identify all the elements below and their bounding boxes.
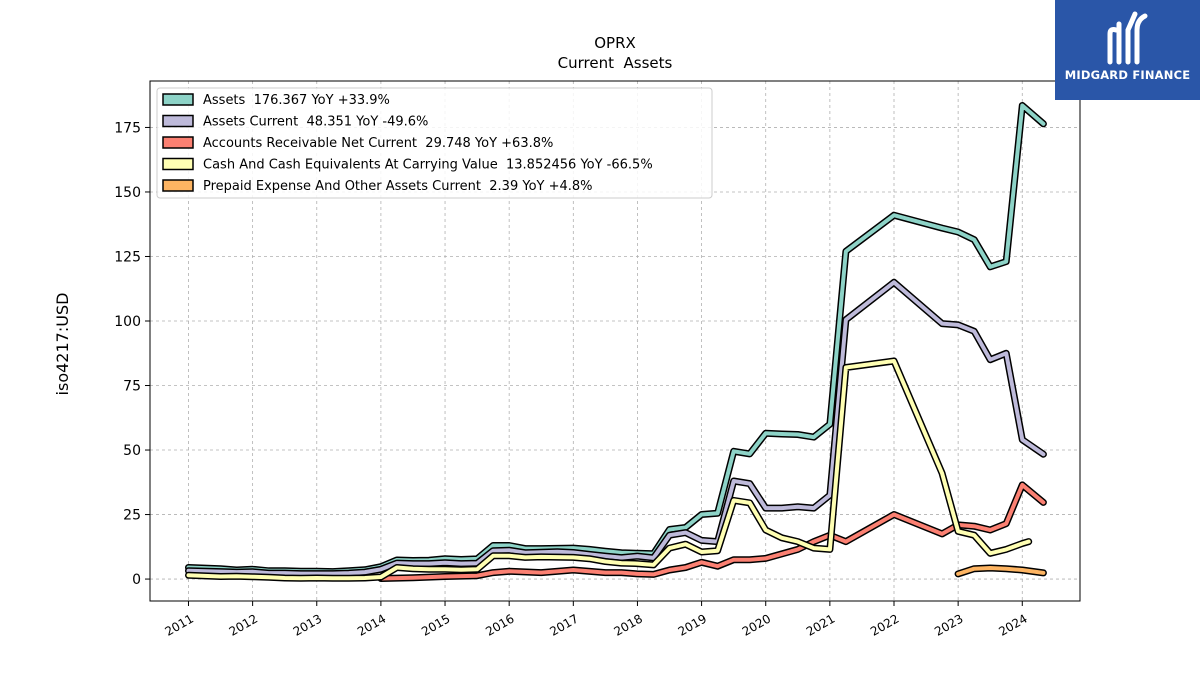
x-tick-label: 2024 xyxy=(996,611,1029,638)
y-tick-label: 175 xyxy=(114,120,141,136)
chart-subtitle: Current Assets xyxy=(558,54,673,72)
legend-swatch-5 xyxy=(162,179,194,192)
legend-swatch-2 xyxy=(162,114,194,128)
legend-box xyxy=(156,87,713,199)
y-tick-label: 150 xyxy=(114,185,141,201)
x-tick-label: 2018 xyxy=(611,611,644,638)
x-tick-label: 2013 xyxy=(291,611,324,638)
y-tick-label: 125 xyxy=(114,249,141,265)
y-axis-label: iso4217:USD xyxy=(53,293,72,396)
midgard-finance-logo: MIDGARD FINANCE xyxy=(1055,0,1200,100)
chart-title: OPRX xyxy=(594,34,636,52)
legend-label-1: Assets 176.367 YoY +33.9% xyxy=(203,93,390,108)
legend-label-5: Prepaid Expense And Other Assets Current… xyxy=(203,179,593,194)
y-tick-label: 0 xyxy=(132,572,141,588)
y-tick-label: 75 xyxy=(123,379,141,395)
legend-swatch-4 xyxy=(162,157,194,171)
legend-label-3: Accounts Receivable Net Current 29.748 Y… xyxy=(203,136,553,151)
x-tick-label: 2011 xyxy=(163,611,196,638)
x-tick-label: 2023 xyxy=(932,611,965,638)
logo-mark-icon xyxy=(1107,11,1148,65)
x-tick-label: 2016 xyxy=(483,611,516,638)
series-outline-4 xyxy=(185,357,1033,582)
logo-text: MIDGARD FINANCE xyxy=(1064,68,1191,82)
y-tick-label: 25 xyxy=(123,508,141,524)
plot-frame xyxy=(149,80,1081,602)
x-tick-label: 2021 xyxy=(804,611,837,638)
x-tick-label: 2012 xyxy=(227,611,260,638)
legend: Assets 176.367 YoY +33.9% Assets Current … xyxy=(156,87,713,199)
y-tick-label: 100 xyxy=(114,314,141,330)
legend-label-4: Cash And Cash Equivalents At Carrying Va… xyxy=(203,158,653,173)
series-outline-2 xyxy=(185,278,1047,578)
series-stroke-5 xyxy=(956,566,1046,576)
x-tick-label: 2017 xyxy=(547,611,580,638)
series-line-2 xyxy=(185,278,1047,578)
series-stroke-4 xyxy=(186,359,1031,581)
series-stroke-2 xyxy=(186,280,1046,576)
x-tick-label: 2019 xyxy=(676,611,709,638)
legend-swatch-1 xyxy=(162,93,194,106)
series-layer xyxy=(185,102,1047,582)
series-line-4 xyxy=(185,357,1033,582)
y-tick-label: 50 xyxy=(123,443,141,459)
x-tick-label: 2022 xyxy=(868,611,901,638)
legend-swatch-3 xyxy=(162,136,194,149)
legend-label-2: Assets Current 48.351 YoY -49.6% xyxy=(203,115,428,130)
x-tick-label: 2014 xyxy=(355,611,388,638)
series-line-5 xyxy=(954,564,1047,578)
x-tick-label: 2015 xyxy=(419,611,452,638)
x-tick-label: 2020 xyxy=(740,611,773,638)
